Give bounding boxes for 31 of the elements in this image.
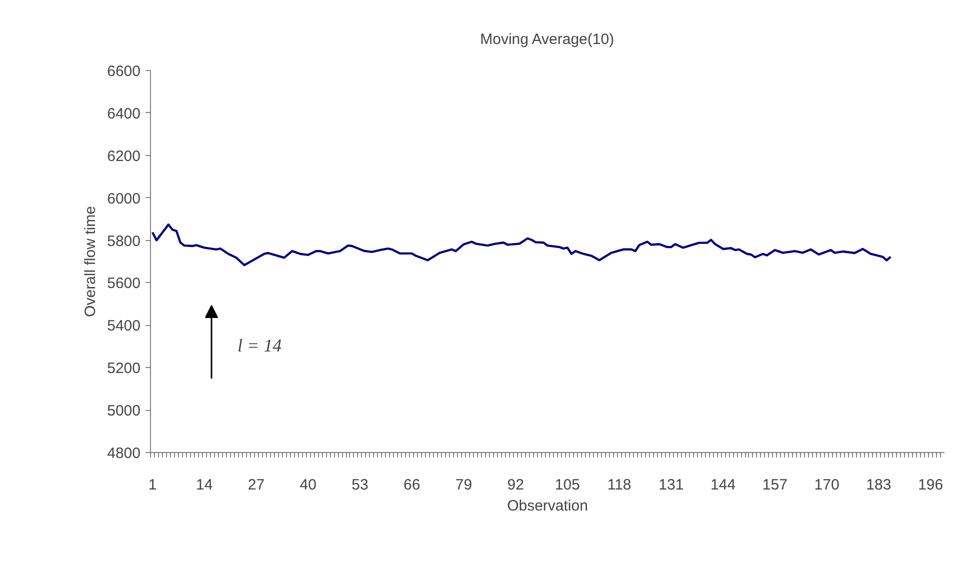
y-axis-title: Overall flow time [82,206,100,317]
chart-title: Moving Average(10) [480,31,614,48]
x-tick-label: 14 [196,476,213,494]
line-series [151,223,892,266]
y-tick-label: 6400 [107,105,141,122]
x-tick-label: 1 [148,476,157,494]
x-tick-label: 40 [300,476,316,494]
x-tick-label: 79 [455,476,472,494]
y-tick-label: 5200 [107,360,141,378]
y-tick-label: 6600 [107,63,141,80]
x-tick-label: 170 [814,476,840,494]
x-tick-label: 92 [507,476,524,494]
x-tick-label: 131 [658,476,684,494]
y-tick-label: 6200 [107,148,141,165]
x-tick-label: 27 [248,476,265,494]
y-tick-label: 5600 [107,275,141,292]
y-tick-label: 5800 [107,232,141,250]
y-tick-label: 5000 [107,402,141,420]
x-tick-label: 157 [762,476,788,494]
x-tick-label: 66 [404,476,420,494]
x-tick-label: 53 [352,476,368,494]
annotation: l = 14 [238,336,282,356]
x-tick-label: 144 [710,476,736,494]
x-tick-label: 196 [918,476,944,494]
y-tick-label: 6000 [107,190,141,208]
x-tick-label: 183 [866,476,892,494]
y-tick-label: 4800 [107,445,141,462]
y-tick-label: 5400 [107,318,141,335]
x-tick-label: 105 [554,476,580,494]
x-tick-label: 118 [607,476,632,494]
x-axis-title: Observation [507,498,588,514]
